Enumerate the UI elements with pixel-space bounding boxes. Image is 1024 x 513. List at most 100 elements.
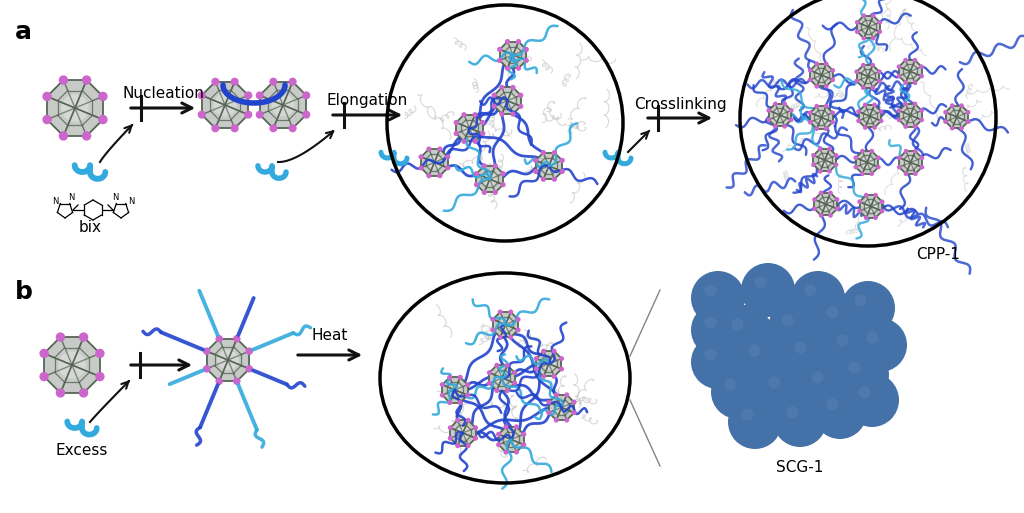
Circle shape xyxy=(920,65,924,68)
Circle shape xyxy=(565,393,568,397)
Circle shape xyxy=(813,198,816,201)
Circle shape xyxy=(565,418,568,422)
Polygon shape xyxy=(769,104,792,126)
Circle shape xyxy=(560,367,563,371)
Circle shape xyxy=(864,216,867,220)
Circle shape xyxy=(96,349,103,358)
Circle shape xyxy=(818,147,821,150)
Circle shape xyxy=(815,127,818,130)
Circle shape xyxy=(921,156,924,160)
Circle shape xyxy=(783,102,786,105)
Circle shape xyxy=(873,193,878,196)
Circle shape xyxy=(819,214,822,217)
Circle shape xyxy=(515,450,518,454)
Text: Crosslinking: Crosslinking xyxy=(634,96,726,111)
Circle shape xyxy=(755,277,766,288)
Circle shape xyxy=(815,105,818,108)
Circle shape xyxy=(56,389,65,397)
Text: CPP-1: CPP-1 xyxy=(916,247,961,262)
Circle shape xyxy=(487,371,492,374)
Circle shape xyxy=(837,334,848,346)
Circle shape xyxy=(542,374,546,378)
Circle shape xyxy=(831,111,835,114)
Polygon shape xyxy=(536,153,562,179)
Circle shape xyxy=(819,191,822,194)
Circle shape xyxy=(83,76,90,84)
Circle shape xyxy=(466,419,470,422)
Circle shape xyxy=(812,163,815,166)
Circle shape xyxy=(256,111,263,118)
Ellipse shape xyxy=(861,157,872,168)
Circle shape xyxy=(705,348,717,360)
Circle shape xyxy=(500,112,504,116)
Circle shape xyxy=(849,362,860,373)
Circle shape xyxy=(880,119,883,123)
Circle shape xyxy=(866,331,879,343)
Circle shape xyxy=(898,156,901,160)
Circle shape xyxy=(481,121,484,124)
Circle shape xyxy=(858,386,870,399)
Polygon shape xyxy=(537,351,561,377)
Circle shape xyxy=(861,149,864,153)
Circle shape xyxy=(506,40,509,44)
Ellipse shape xyxy=(865,201,877,212)
Circle shape xyxy=(950,127,953,130)
Polygon shape xyxy=(814,193,837,215)
Circle shape xyxy=(245,111,252,118)
Circle shape xyxy=(473,140,477,143)
Circle shape xyxy=(705,317,717,328)
Circle shape xyxy=(858,200,861,203)
Circle shape xyxy=(542,177,546,181)
Circle shape xyxy=(547,411,551,415)
Ellipse shape xyxy=(61,94,89,122)
Circle shape xyxy=(862,14,865,17)
Circle shape xyxy=(879,21,882,24)
Circle shape xyxy=(212,78,219,85)
Circle shape xyxy=(517,66,520,70)
Circle shape xyxy=(513,371,516,374)
Circle shape xyxy=(815,62,818,65)
Polygon shape xyxy=(858,105,881,128)
Polygon shape xyxy=(495,87,521,114)
Ellipse shape xyxy=(271,94,294,116)
Text: N: N xyxy=(112,193,118,202)
Circle shape xyxy=(494,190,498,194)
Circle shape xyxy=(768,377,780,388)
Circle shape xyxy=(897,74,900,78)
Circle shape xyxy=(80,389,88,397)
Circle shape xyxy=(270,78,276,85)
Circle shape xyxy=(691,335,745,389)
Circle shape xyxy=(877,166,880,169)
Circle shape xyxy=(805,285,816,297)
Circle shape xyxy=(871,14,874,17)
Circle shape xyxy=(857,119,860,123)
Circle shape xyxy=(560,357,563,360)
Circle shape xyxy=(462,113,466,116)
Circle shape xyxy=(474,426,477,429)
Ellipse shape xyxy=(214,94,237,116)
Circle shape xyxy=(498,58,502,62)
Ellipse shape xyxy=(816,70,827,81)
Circle shape xyxy=(827,147,831,150)
Circle shape xyxy=(944,120,947,123)
Circle shape xyxy=(449,437,452,440)
Polygon shape xyxy=(500,42,526,68)
Polygon shape xyxy=(945,106,968,128)
Circle shape xyxy=(904,102,907,106)
Circle shape xyxy=(967,111,970,114)
Circle shape xyxy=(501,172,505,175)
Circle shape xyxy=(504,450,508,454)
Circle shape xyxy=(466,444,470,447)
Circle shape xyxy=(904,58,907,62)
Circle shape xyxy=(735,331,790,385)
Text: Excess: Excess xyxy=(56,443,109,458)
Text: Nucleation: Nucleation xyxy=(122,86,204,101)
Circle shape xyxy=(864,193,867,196)
Circle shape xyxy=(43,115,51,124)
Circle shape xyxy=(419,166,423,170)
Polygon shape xyxy=(260,82,306,128)
Circle shape xyxy=(831,78,835,82)
Circle shape xyxy=(455,132,458,135)
Circle shape xyxy=(199,111,205,118)
Circle shape xyxy=(487,381,492,385)
